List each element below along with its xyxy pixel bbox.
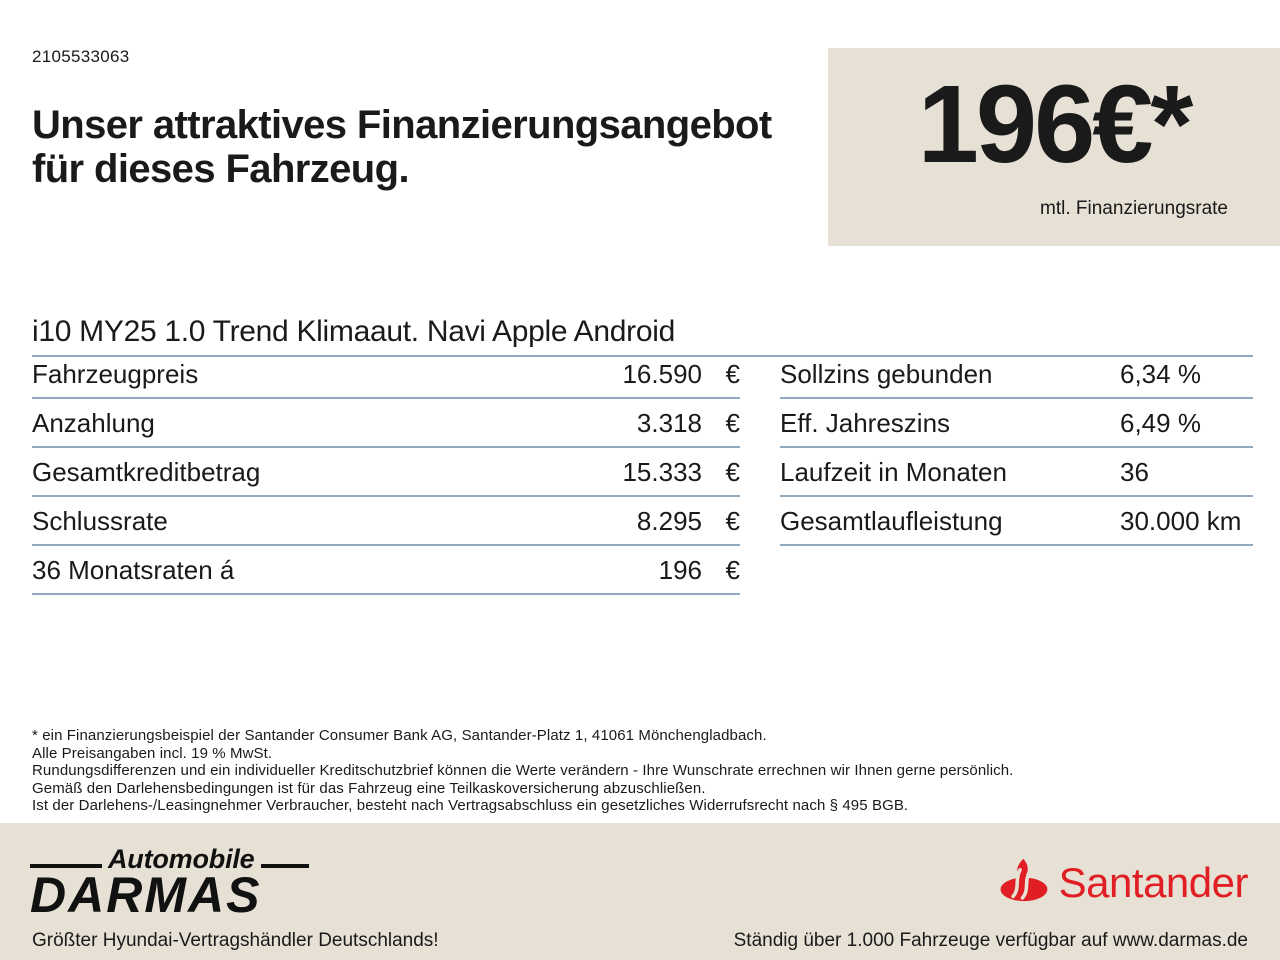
row-value: 6,34 % (1120, 359, 1201, 389)
row-label: Gesamtlaufleistung (780, 506, 1003, 536)
monthly-rate-value: 196€* (917, 63, 1194, 186)
page-title-line2: für dieses Fahrzeug. (32, 146, 410, 191)
row-unit: € (725, 457, 740, 487)
row-unit: € (725, 506, 740, 536)
disclaimer-line: Gemäß den Darlehensbedingungen ist für d… (32, 779, 706, 797)
darmas-logo-topline: Automobile (30, 844, 309, 874)
row-unit: € (725, 408, 740, 438)
offer-id: 2105533063 (32, 47, 130, 66)
row-label: 36 Monatsraten á (32, 555, 235, 585)
logo-bar-right (260, 864, 309, 868)
santander-wordmark: Santander (1058, 858, 1249, 906)
availability-text: Ständig über 1.000 Fahrzeuge verfügbar a… (733, 930, 1248, 951)
disclaimer-line: Rundungsdifferenzen und ein individuelle… (32, 762, 1014, 780)
santander-logo: Santander (999, 857, 1249, 908)
row-label: Eff. Jahreszins (780, 408, 951, 438)
row-label: Fahrzeugpreis (32, 359, 199, 389)
row-value: 30.000 km (1120, 506, 1242, 536)
row-value: 8.295 (636, 506, 702, 536)
darmas-logo-wordmark: DARMAS (30, 867, 262, 923)
table-row: Fahrzeugpreis 16.590 € (32, 357, 740, 399)
row-value: 3.318 (636, 408, 702, 438)
table-row: 36 Monatsraten á 196 € (32, 546, 740, 595)
disclaimer-line: Ist der Darlehens-/Leasingnehmer Verbrau… (32, 797, 909, 815)
logo-bar-left (30, 864, 102, 868)
page-title-line1: Unser attraktives Finanzierungsangebot (32, 102, 772, 147)
row-label: Laufzeit in Monaten (780, 457, 1007, 487)
vehicle-title: i10 MY25 1.0 Trend Klimaaut. Navi Apple … (32, 315, 1253, 357)
row-value: 36 (1120, 457, 1149, 487)
footer: Automobile DARMAS Größter Hyundai-Vertra… (0, 823, 1280, 960)
finance-table-left-column: Fahrzeugpreis 16.590 € Anzahlung 3.318 €… (32, 357, 740, 595)
santander-flame-icon (999, 857, 1049, 908)
table-row: Laufzeit in Monaten 36 (780, 448, 1253, 497)
page-title: Unser attraktives Finanzierungsangebot f… (32, 103, 822, 191)
table-row: Gesamtlaufleistung 30.000 km (780, 497, 1253, 546)
monthly-rate-panel: 196€* mtl. Finanzierungsrate (828, 48, 1280, 246)
dealer-tagline: Größter Hyundai-Vertragshändler Deutschl… (32, 930, 439, 951)
table-row: Sollzins gebunden 6,34 % (780, 357, 1253, 399)
table-row: Eff. Jahreszins 6,49 % (780, 399, 1253, 448)
row-label: Anzahlung (32, 408, 155, 438)
row-label: Gesamtkreditbetrag (32, 457, 261, 487)
row-value: 16.590 (622, 359, 702, 389)
disclaimer-line: Alle Preisangaben incl. 19 % MwSt. (32, 744, 273, 762)
table-row: Anzahlung 3.318 € (32, 399, 740, 448)
disclaimer-text: * ein Finanzierungsbeispiel der Santande… (32, 727, 1182, 815)
disclaimer-line: * ein Finanzierungsbeispiel der Santande… (32, 727, 767, 744)
row-unit: € (725, 359, 740, 389)
finance-table-right-column: Sollzins gebunden 6,34 % Eff. Jahreszins… (780, 357, 1253, 546)
table-row: Schlussrate 8.295 € (32, 497, 740, 546)
row-label: Sollzins gebunden (780, 359, 993, 389)
table-row: Gesamtkreditbetrag 15.333 € (32, 448, 740, 497)
row-value: 15.333 (622, 457, 702, 487)
darmas-logo-subtitle: Automobile (108, 844, 255, 874)
row-unit: € (725, 555, 740, 585)
row-label: Schlussrate (32, 506, 168, 536)
row-value: 196 (658, 555, 702, 585)
monthly-rate-caption: mtl. Finanzierungsrate (1040, 198, 1228, 219)
row-value: 6,49 % (1120, 408, 1201, 438)
darmas-logo: Automobile DARMAS (30, 844, 309, 923)
